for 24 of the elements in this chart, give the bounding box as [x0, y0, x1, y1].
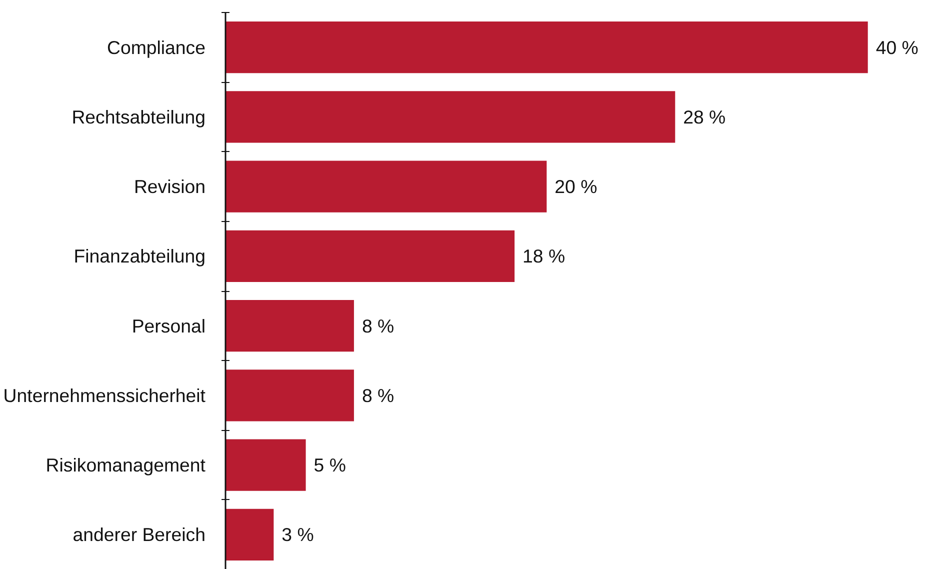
- data-label: 40 %: [876, 36, 918, 58]
- y-tick-label: anderer Bereich: [72, 524, 206, 546]
- bar: [226, 22, 868, 74]
- data-label: 18 %: [522, 246, 566, 267]
- y-tick-label: Rechtsabteilung: [72, 106, 206, 128]
- y-tick-label: Unternehmenssicherheit: [3, 384, 206, 406]
- data-label: 28 %: [683, 106, 726, 128]
- bar: [226, 91, 676, 143]
- bar: [226, 160, 547, 212]
- bar: [226, 300, 354, 352]
- y-tick-label: Personal: [132, 315, 206, 336]
- y-tick-label: Compliance: [106, 36, 206, 58]
- bar: [226, 439, 306, 491]
- data-label: 5 %: [314, 454, 346, 476]
- bar: [226, 508, 274, 560]
- data-label: 20 %: [554, 176, 598, 198]
- y-tick-label: Finanzabteilung: [74, 246, 206, 267]
- y-tick-label: Risikomanagement: [46, 454, 206, 476]
- data-label: 3 %: [282, 524, 314, 546]
- bar: [226, 230, 515, 282]
- data-label: 8 %: [362, 315, 394, 336]
- y-tick-label: Revision: [134, 176, 206, 198]
- bar: [226, 370, 354, 422]
- data-label: 8 %: [362, 384, 394, 406]
